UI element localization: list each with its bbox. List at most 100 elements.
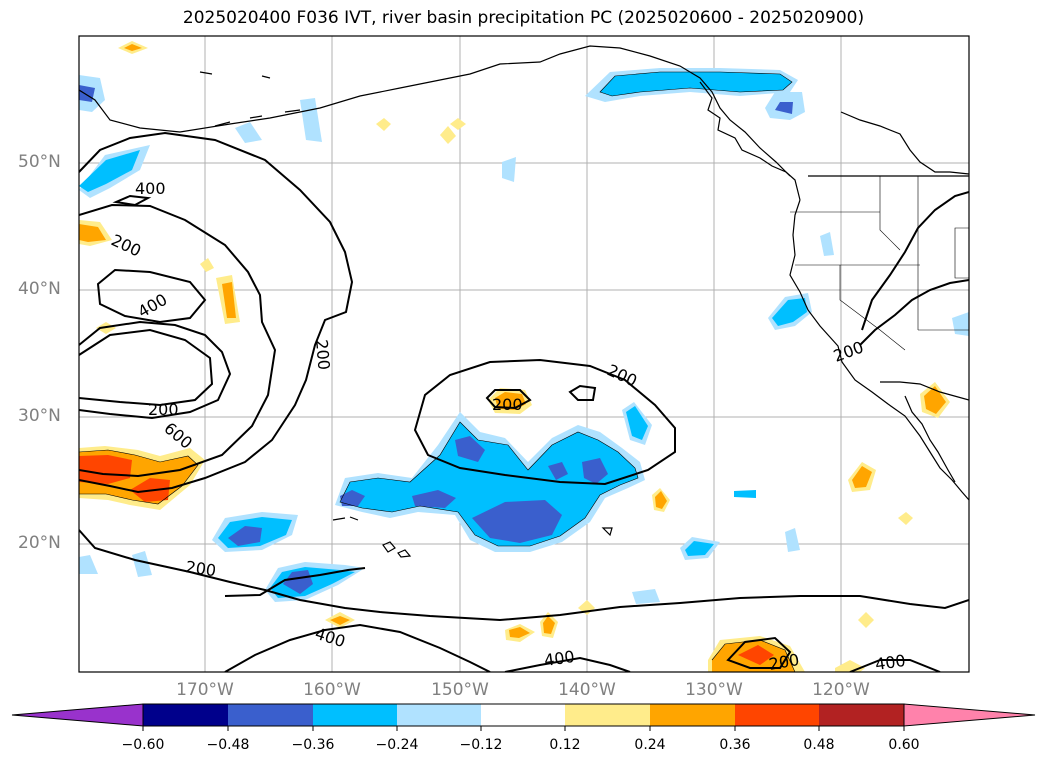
colorbar [11, 703, 1036, 731]
contour-inner-1 [79, 203, 277, 478]
neg-area-hawaii-core6 [548, 462, 568, 480]
colorbar-tick-label: −0.48 [206, 737, 250, 753]
lat-label-30n: 30°N [18, 406, 61, 426]
contour-label: 200 [312, 339, 334, 371]
contour-bottom-1 [79, 529, 969, 622]
pos-area-6-orange [924, 386, 946, 414]
neg-area-hawaii-inner [340, 422, 638, 546]
us-west-coast [789, 199, 969, 501]
neg-area-17 [79, 555, 98, 574]
contour-label: 400 [135, 179, 166, 198]
colorbar-segment [819, 704, 904, 726]
neg-area-hawaii-core3 [340, 490, 365, 506]
pos-area-19 [858, 612, 874, 628]
neg-area-5-inner [79, 150, 140, 192]
contour-label: 200 [492, 395, 523, 414]
canada-east-coast [840, 111, 969, 175]
pos-area-21 [200, 258, 214, 272]
contour-small-2 [485, 389, 532, 410]
lat-label-50n: 50°N [18, 152, 61, 172]
contour-hawaii [413, 358, 676, 486]
pos-area-2-orange [79, 224, 106, 242]
neg-area-hawaii-core4 [455, 436, 485, 462]
neg-area-16 [132, 551, 152, 577]
colorbar-segment [735, 704, 819, 726]
contour-label: 400 [874, 651, 907, 674]
colorbar-segment [228, 704, 313, 726]
contour-dome [96, 268, 207, 324]
contour-inner-3 [79, 328, 214, 407]
colorbar-segment [565, 704, 650, 726]
hawaii-islands [332, 516, 613, 558]
neg-area-4-core [775, 102, 793, 114]
contour-bottom-5 [726, 636, 792, 669]
contour-east-1 [861, 191, 969, 331]
map-background [79, 36, 969, 672]
pos-area-18 [898, 512, 913, 525]
pos-area-14 [450, 118, 466, 130]
colorbar-tick-label: 0.24 [634, 737, 666, 753]
alaska-panhandle [699, 81, 801, 201]
pos-area-15 [376, 118, 391, 131]
neg-area-14 [785, 528, 800, 552]
pos-area-10-orange [543, 616, 555, 634]
colorbar-tick-label: −0.36 [291, 737, 335, 753]
contour-east-2 [859, 279, 969, 346]
state-borders [790, 176, 969, 351]
contour-spiral-head [112, 194, 152, 207]
contour-bottom-4 [504, 656, 631, 672]
colorbar-segment [481, 704, 565, 726]
neg-area-hawaii-core1 [472, 500, 562, 543]
colorbar-tick-label: 0.48 [803, 737, 835, 753]
colorbar-segment [397, 704, 481, 726]
gridlines [79, 36, 969, 672]
contour-small-1 [568, 384, 597, 401]
neg-area-8 [235, 122, 262, 143]
neg-area-1-core [228, 526, 262, 546]
ivt-contours [79, 131, 969, 672]
lon-label-140w: 140°W [558, 680, 616, 700]
pos-area-9-orange [509, 627, 530, 638]
colorbar-tick-label: 0.12 [549, 737, 581, 753]
alaska-coast [79, 45, 791, 177]
contour-bottom-3 [224, 623, 491, 672]
colorbar-max-extend [903, 703, 1036, 727]
lon-label-120w: 120°W [812, 680, 870, 700]
precip-negative-fills [79, 68, 969, 604]
fill-outlines [79, 71, 796, 672]
contour-label: 400 [543, 647, 576, 670]
pos-area-5-red [738, 645, 774, 665]
neg-area-2-core [283, 570, 313, 594]
contour-outer [79, 131, 354, 494]
neg-area-15 [820, 232, 834, 256]
map-frame [78, 35, 970, 673]
lon-label-130w: 130°W [685, 680, 743, 700]
lat-label-40n: 40°N [18, 279, 61, 299]
colorbar-tick-label: −0.12 [459, 737, 503, 753]
neg-area-hawaii-core5 [582, 458, 608, 484]
neg-area-12-inner [685, 541, 714, 556]
neg-area-19 [734, 490, 756, 498]
colorbar-tick-label: 0.36 [719, 737, 751, 753]
colorbar-segment [650, 704, 735, 726]
colorbar-tick-label: −0.60 [121, 737, 165, 753]
neg-area-11-inner [626, 406, 648, 440]
lon-label-150w: 150°W [431, 680, 489, 700]
contour-east-bottom [849, 659, 941, 672]
colorbar-tick-label: −0.24 [375, 737, 419, 753]
neg-area-9 [502, 157, 516, 182]
neg-area-10-inner [772, 298, 807, 326]
pos-area-7-orange [852, 466, 872, 488]
contour-label: 200 [767, 650, 800, 674]
colorbar-segment [143, 704, 228, 726]
lon-label-170w: 170°W [176, 680, 234, 700]
pos-area-12-orange [124, 44, 142, 51]
contour-label: 200 [184, 557, 217, 580]
pos-area-1-red [79, 455, 132, 484]
chart-title: 2025020400 F036 IVT, river basin precipi… [182, 8, 865, 28]
pos-area-13 [440, 126, 456, 144]
neg-area-hawaii-core2 [412, 490, 456, 508]
neg-area-18 [632, 589, 660, 604]
aleutians [199, 71, 301, 127]
